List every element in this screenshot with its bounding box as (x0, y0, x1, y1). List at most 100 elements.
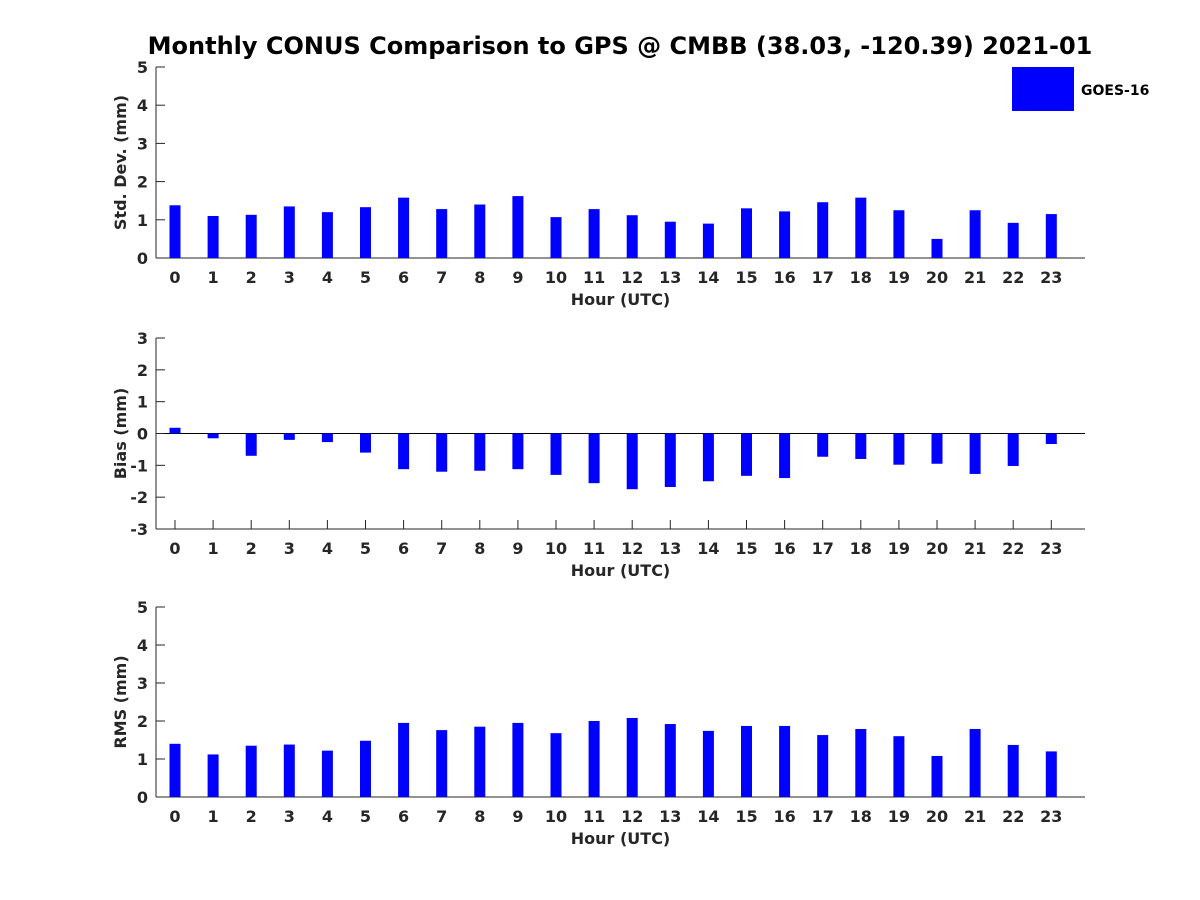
y-tick-label: 3 (137, 674, 148, 693)
bar-hour-3 (283, 433, 295, 440)
x-tick-label: 22 (1002, 268, 1024, 287)
bar-hour-9 (512, 433, 524, 470)
y-tick-label: -2 (130, 488, 148, 507)
bar-hour-22 (1007, 433, 1019, 466)
y-tick-label: 0 (137, 788, 148, 807)
bar-hour-4 (321, 212, 333, 258)
bar-hour-23 (1045, 433, 1057, 445)
bar-hour-1 (207, 433, 219, 439)
x-tick-label: 23 (1040, 539, 1062, 558)
bar-hour-7 (436, 209, 448, 258)
bar-hour-2 (245, 433, 257, 456)
bar-hour-22 (1007, 222, 1019, 258)
x-tick-label: 19 (888, 268, 910, 287)
bar-hour-5 (360, 207, 371, 258)
x-tick-label: 6 (398, 807, 409, 826)
x-tick-label: 5 (360, 807, 371, 826)
bar-hour-12 (626, 215, 638, 258)
x-tick-label: 7 (436, 807, 447, 826)
bar-hour-7 (436, 730, 448, 797)
x-tick-label: 1 (208, 268, 219, 287)
x-tick-label: 10 (545, 539, 567, 558)
x-tick-label: 2 (246, 268, 257, 287)
x-tick-label: 3 (284, 807, 295, 826)
bar-hour-16 (779, 725, 791, 797)
bar-hour-11 (588, 209, 600, 258)
bar-hour-9 (512, 722, 524, 797)
x-tick-label: 6 (398, 539, 409, 558)
x-tick-label: 15 (735, 268, 757, 287)
x-tick-label: 5 (360, 268, 371, 287)
bar-hour-5 (360, 740, 371, 797)
x-tick-label: 2 (246, 807, 257, 826)
x-tick-label: 22 (1002, 807, 1024, 826)
x-tick-label: 1 (208, 539, 219, 558)
y-tick-label: -1 (130, 456, 148, 475)
x-tick-label: 17 (812, 268, 834, 287)
bar-hour-0 (169, 427, 181, 434)
x-tick-label: 13 (659, 539, 681, 558)
bar-hour-23 (1045, 751, 1057, 797)
bar-hour-10 (550, 733, 562, 797)
bar-hour-20 (931, 238, 943, 258)
bar-hour-0 (169, 743, 181, 797)
legend-swatch (1012, 67, 1074, 111)
bar-hour-21 (969, 728, 981, 797)
x-tick-label: 11 (583, 268, 605, 287)
bar-hour-14 (702, 730, 714, 797)
y-tick-label: 1 (137, 750, 148, 769)
bar-hour-1 (207, 754, 219, 797)
x-axis-label: Hour (UTC) (571, 561, 671, 580)
x-tick-label: 10 (545, 268, 567, 287)
bar-hour-19 (893, 210, 905, 258)
bar-hour-9 (512, 196, 524, 258)
y-tick-label: 0 (137, 425, 148, 444)
y-tick-label: 3 (137, 329, 148, 348)
bar-hour-13 (664, 433, 676, 487)
x-tick-label: 12 (621, 539, 643, 558)
y-axis-label: RMS (mm) (111, 655, 130, 748)
bar-hour-13 (664, 724, 676, 797)
bar-hour-4 (321, 433, 333, 443)
x-tick-label: 14 (697, 268, 719, 287)
x-tick-label: 19 (888, 807, 910, 826)
x-tick-label: 18 (850, 807, 872, 826)
x-tick-label: 20 (926, 268, 948, 287)
bar-hour-12 (626, 433, 638, 490)
bar-hour-10 (550, 217, 562, 258)
y-axis-label: Std. Dev. (mm) (111, 95, 130, 230)
x-tick-label: 15 (735, 807, 757, 826)
x-tick-label: 23 (1040, 268, 1062, 287)
legend: GOES-16 (1012, 67, 1149, 111)
x-tick-label: 4 (322, 268, 333, 287)
bar-hour-17 (817, 433, 829, 457)
x-tick-label: 9 (512, 268, 523, 287)
x-tick-label: 6 (398, 268, 409, 287)
bar-hour-6 (398, 197, 410, 258)
x-tick-label: 16 (773, 268, 795, 287)
bar-hour-17 (817, 202, 829, 258)
x-axis-label: Hour (UTC) (571, 829, 671, 848)
bar-hour-4 (321, 750, 333, 797)
x-tick-label: 1 (208, 807, 219, 826)
x-tick-label: 14 (697, 539, 719, 558)
bar-hour-13 (664, 221, 676, 258)
bar-hour-11 (588, 721, 600, 797)
x-tick-label: 15 (735, 539, 757, 558)
x-tick-label: 18 (850, 268, 872, 287)
y-tick-label: 5 (137, 58, 148, 77)
x-tick-label: 16 (773, 539, 795, 558)
x-tick-label: 11 (583, 807, 605, 826)
bar-hour-20 (931, 755, 943, 797)
y-axis-label: Bias (mm) (111, 388, 130, 480)
bar-hour-14 (702, 433, 714, 482)
y-tick-label: 5 (137, 598, 148, 617)
bar-hour-21 (969, 433, 981, 474)
bar-hour-8 (474, 726, 486, 797)
x-tick-label: 4 (322, 539, 333, 558)
x-tick-label: 8 (474, 268, 485, 287)
x-tick-label: 21 (964, 807, 986, 826)
